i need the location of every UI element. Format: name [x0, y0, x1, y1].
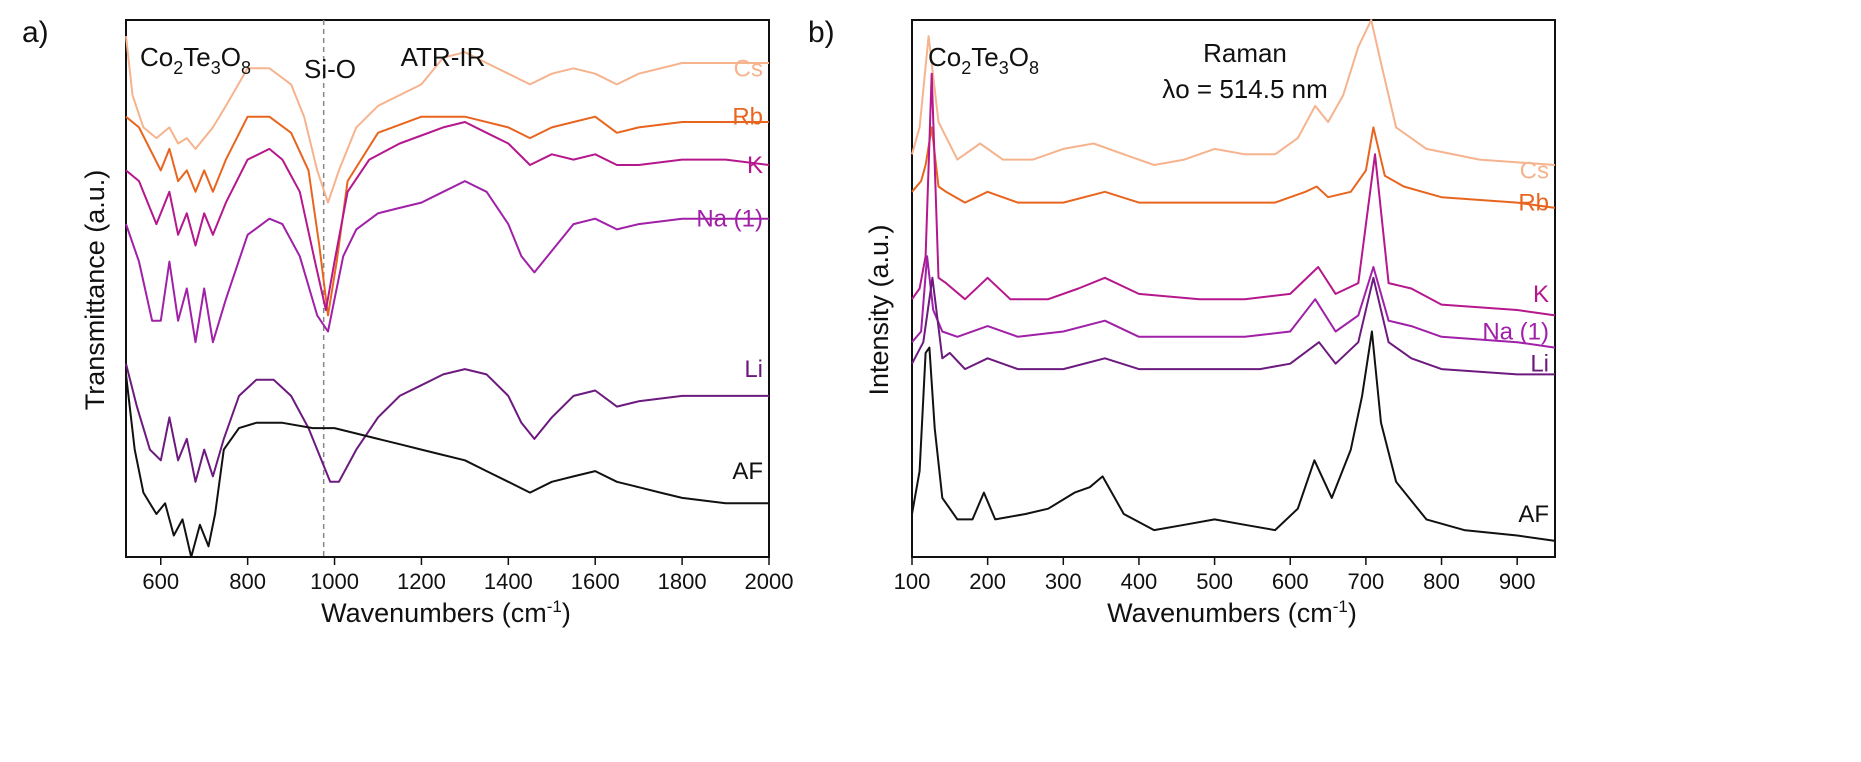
panel-b-technique-label: Raman: [1203, 38, 1287, 68]
panel-b-series-na-1-line: [911, 255, 1556, 349]
panel-a-technique-label: ATR-IR: [401, 42, 486, 72]
panel-a-x-axis-label: Wavenumbers (cm-1): [321, 597, 571, 628]
panel-a-series-cs-line: [125, 35, 769, 204]
panel-a-compound-label: Co2Te3O8: [140, 42, 251, 78]
panel-b-series-k-label: K: [1533, 281, 1549, 308]
panel-a-x-tick-label: 1200: [397, 569, 446, 594]
panel-a-x-axis-label-close: ): [562, 598, 571, 628]
panel-b-series-k-line: [911, 72, 1556, 317]
panel-b-x-tick-label: 200: [969, 569, 1006, 594]
panel-a-si-o-annotation: Si-O: [304, 54, 356, 84]
panel-b-x-axis-label-close: ): [1348, 598, 1357, 628]
panel-b-x-tick-label: 800: [1423, 569, 1460, 594]
panel-b-series-li-label: Li: [1530, 351, 1549, 378]
panel-a-x-tick-label: 1800: [658, 569, 707, 594]
panel-b-label: b): [808, 16, 835, 49]
panel-a-series-na-1-line: [125, 180, 769, 344]
panel-a-x-tick-label: 1000: [310, 569, 359, 594]
panel-a-x-tick-label: 2000: [745, 569, 794, 594]
panel-b-series-cs-line: [911, 19, 1556, 166]
panel-a-series-k-line: [125, 121, 770, 311]
panel-a-series-group: [125, 35, 770, 558]
panel-b-series-li-line: [911, 276, 1555, 376]
panel-b-series-group: [911, 19, 1556, 542]
panel-b-x-axis-label-text: Wavenumbers: [1107, 598, 1280, 628]
panel-a-x-axis-label-superscript: -1: [547, 597, 562, 616]
panel-a-x-tick-label: 600: [142, 569, 179, 594]
panel-b-series-rb-line: [911, 126, 1556, 209]
panel-a-x-tick-label: 1600: [571, 569, 620, 594]
panel-b-compound-label: Co2Te3O8: [928, 42, 1039, 78]
panel-b-x-tick-label: 700: [1348, 569, 1385, 594]
panel-b-series-af-line: [911, 330, 1556, 542]
panel-b-x-tick-label: 100: [894, 569, 931, 594]
panel-a-series-rb-line: [125, 115, 769, 317]
panel-b-x-tick-label: 600: [1272, 569, 1309, 594]
panel-b-series-labels: Cs Rb K Na (1) Li AF: [1482, 157, 1549, 528]
panel-a-x-axis-label-text: Wavenumbers: [321, 598, 494, 628]
panel-a-series-li-label: Li: [744, 356, 763, 383]
panel-b-x-tick-label: 400: [1121, 569, 1158, 594]
panel-a-plot-frame: [125, 19, 770, 558]
panel-b-x-axis-label-unit: (cm: [1280, 598, 1332, 628]
panel-b-x-axis-label-superscript: -1: [1333, 597, 1348, 616]
panel-a-x-tick-label: 800: [229, 569, 266, 594]
panel-a-series-af-line: [125, 374, 769, 558]
panel-b-x-axis-label: Wavenumbers (cm-1): [1107, 597, 1357, 628]
panel-b-series-na-1-label: Na (1): [1482, 318, 1549, 345]
panel-b: b) 100 200 300 400 500 600 700 800 900 Cs Rb K Na (…: [808, 16, 1556, 628]
panel-a-y-axis-label: Transmittance (a.u.): [80, 170, 110, 411]
panel-a-series-cs-label: Cs: [734, 55, 763, 82]
panel-a: a) 600 800 1000 1200 1400 1600 1800 2000 Cs Rb KN…: [22, 16, 793, 628]
panel-a-x-axis-label-unit: (cm: [494, 598, 546, 628]
panel-b-x-tick-label: 900: [1499, 569, 1536, 594]
panel-b-y-axis-label: Intensity (a.u.): [864, 224, 894, 395]
panel-a-series-rb-label: Rb: [732, 104, 763, 131]
panel-b-x-tick-label: 300: [1045, 569, 1082, 594]
panel-b-excitation-label: λo = 514.5 nm: [1162, 74, 1328, 104]
panel-a-series-labels: Cs Rb K Na (1) Li AF: [696, 55, 763, 485]
panel-b-plot-frame: [911, 19, 1556, 558]
panel-b-x-tick-label: 500: [1196, 569, 1233, 594]
panel-a-series-af-label: AF: [732, 458, 763, 485]
panel-a-series-k-label: K: [747, 152, 763, 179]
panel-b-series-rb-label: Rb: [1518, 190, 1549, 217]
panel-b-series-af-label: AF: [1518, 501, 1549, 528]
panel-a-series-li-line: [125, 363, 769, 483]
panel-a-label: a): [22, 16, 49, 49]
panel-b-series-cs-label: Cs: [1520, 157, 1549, 184]
panel-a-x-tick-label: 1400: [484, 569, 533, 594]
panel-a-x-axis: 600 800 1000 1200 1400 1600 1800 2000: [142, 557, 793, 594]
panel-b-x-axis: 100 200 300 400 500 600 700 800 900: [894, 557, 1536, 594]
panel-a-series-na-1-label: Na (1): [696, 206, 763, 233]
